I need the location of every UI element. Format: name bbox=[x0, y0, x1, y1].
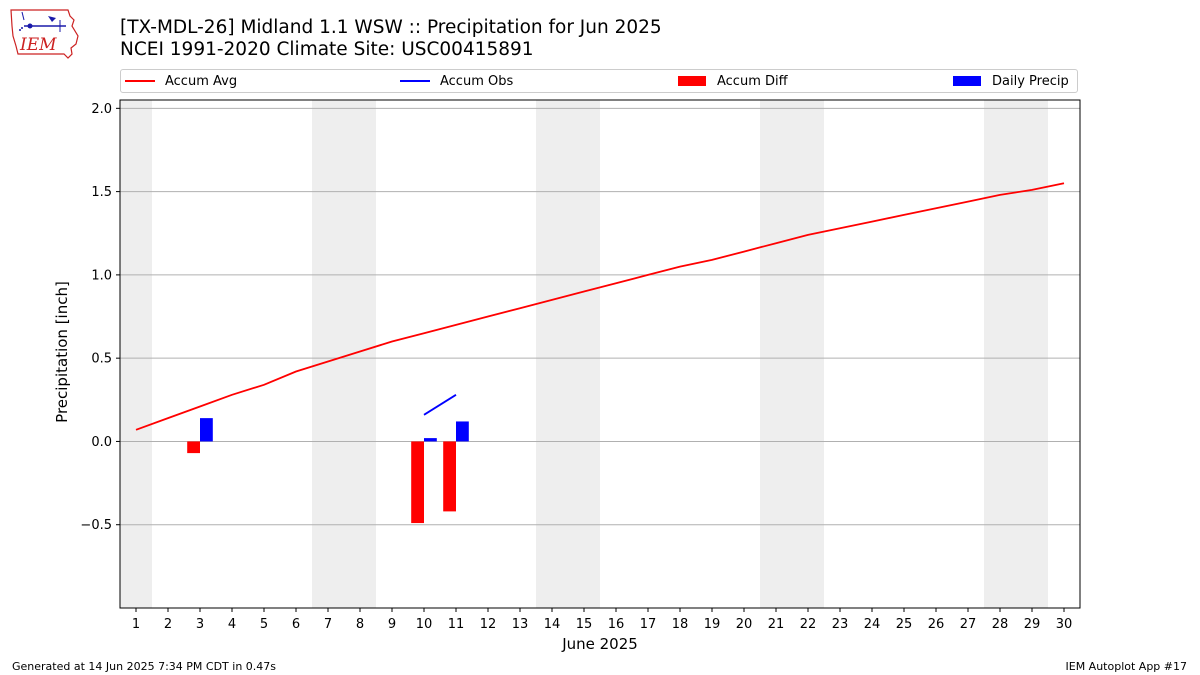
iem-logo: IEM bbox=[8, 6, 80, 60]
x-tick-label: 30 bbox=[1056, 617, 1073, 632]
x-tick-label: 18 bbox=[672, 617, 689, 632]
weekend-shade bbox=[312, 100, 376, 608]
footer-app: IEM Autoplot App #17 bbox=[1065, 660, 1188, 673]
iowa-map-icon: IEM bbox=[10, 9, 79, 59]
x-tick-label: 13 bbox=[512, 617, 529, 632]
plot-frame bbox=[119, 99, 1081, 609]
x-tick-label: 11 bbox=[448, 617, 465, 632]
legend-swatch-accum-obs bbox=[400, 80, 430, 82]
x-tick-label: 9 bbox=[388, 617, 396, 632]
legend-swatch-accum-avg bbox=[125, 80, 155, 82]
title-line-1: [TX-MDL-26] Midland 1.1 WSW :: Precipita… bbox=[120, 17, 662, 38]
x-tick-label: 17 bbox=[640, 617, 657, 632]
x-tick-label: 3 bbox=[196, 617, 204, 632]
y-axis-label: Precipitation [inch] bbox=[53, 281, 71, 423]
daily-precip-bar bbox=[200, 418, 213, 442]
x-tick-label: 27 bbox=[960, 617, 977, 632]
x-tick-label: 12 bbox=[480, 617, 497, 632]
legend-item-accum-obs: Accum Obs bbox=[400, 70, 513, 92]
x-tick-label: 19 bbox=[704, 617, 721, 632]
weekend-shade bbox=[984, 100, 1048, 608]
x-tick-label: 23 bbox=[832, 617, 849, 632]
x-tick-label: 1 bbox=[132, 617, 140, 632]
weekend-shade bbox=[536, 100, 600, 608]
x-tick-label: 26 bbox=[928, 617, 945, 632]
x-tick-label: 7 bbox=[324, 617, 332, 632]
accum-obs-line bbox=[423, 394, 457, 416]
x-tick-label: 2 bbox=[164, 617, 172, 632]
daily-precip-bar bbox=[424, 438, 437, 442]
y-tick-label: 2.0 bbox=[91, 102, 112, 117]
y-tick-label: 1.5 bbox=[91, 185, 112, 200]
accum-diff-bar bbox=[443, 441, 456, 512]
legend-item-accum-avg: Accum Avg bbox=[125, 70, 237, 92]
legend-label: Accum Diff bbox=[717, 73, 788, 89]
daily-precip-bar bbox=[456, 421, 469, 442]
x-tick-label: 6 bbox=[292, 617, 300, 632]
x-tick-label: 4 bbox=[228, 617, 236, 632]
legend: Accum Avg Accum Obs Accum Diff Daily Pre… bbox=[120, 69, 1078, 93]
x-tick-label: 10 bbox=[416, 617, 433, 632]
weekend-shade bbox=[760, 100, 824, 608]
x-tick-label: 15 bbox=[576, 617, 593, 632]
x-tick-label: 25 bbox=[896, 617, 913, 632]
y-tick-label: −0.5 bbox=[80, 518, 112, 533]
x-tick-label: 29 bbox=[1024, 617, 1041, 632]
legend-swatch-accum-diff bbox=[678, 76, 706, 86]
y-tick-label: 1.0 bbox=[91, 268, 112, 283]
x-tick-label: 20 bbox=[736, 617, 753, 632]
x-tick-label: 5 bbox=[260, 617, 268, 632]
x-tick-label: 16 bbox=[608, 617, 625, 632]
accum-avg-line bbox=[135, 182, 1065, 431]
footer-generated: Generated at 14 Jun 2025 7:34 PM CDT in … bbox=[12, 660, 277, 673]
y-tick-label: 0.0 bbox=[91, 435, 112, 450]
x-tick-label: 22 bbox=[800, 617, 817, 632]
chart-title: [TX-MDL-26] Midland 1.1 WSW :: Precipita… bbox=[120, 17, 662, 61]
legend-label: Accum Obs bbox=[440, 73, 514, 89]
accum-diff-bar bbox=[187, 441, 200, 454]
legend-item-accum-diff: Accum Diff bbox=[678, 70, 788, 92]
accum-diff-bar bbox=[411, 441, 424, 524]
legend-label: Accum Avg bbox=[165, 73, 238, 89]
x-tick-label: 8 bbox=[356, 617, 364, 632]
x-tick-label: 14 bbox=[544, 617, 561, 632]
y-tick-label: 0.5 bbox=[91, 352, 112, 367]
x-tick-label: 28 bbox=[992, 617, 1009, 632]
title-line-2: NCEI 1991-2020 Climate Site: USC00415891 bbox=[120, 39, 534, 60]
x-axis-label: June 2025 bbox=[561, 635, 638, 653]
logo-text: IEM bbox=[19, 35, 57, 55]
x-tick-label: 21 bbox=[768, 617, 785, 632]
legend-item-daily-precip: Daily Precip bbox=[953, 70, 1069, 92]
weekend-shade bbox=[120, 100, 152, 608]
legend-swatch-daily-precip bbox=[953, 76, 981, 86]
legend-label: Daily Precip bbox=[992, 73, 1069, 89]
x-tick-label: 24 bbox=[864, 617, 881, 632]
